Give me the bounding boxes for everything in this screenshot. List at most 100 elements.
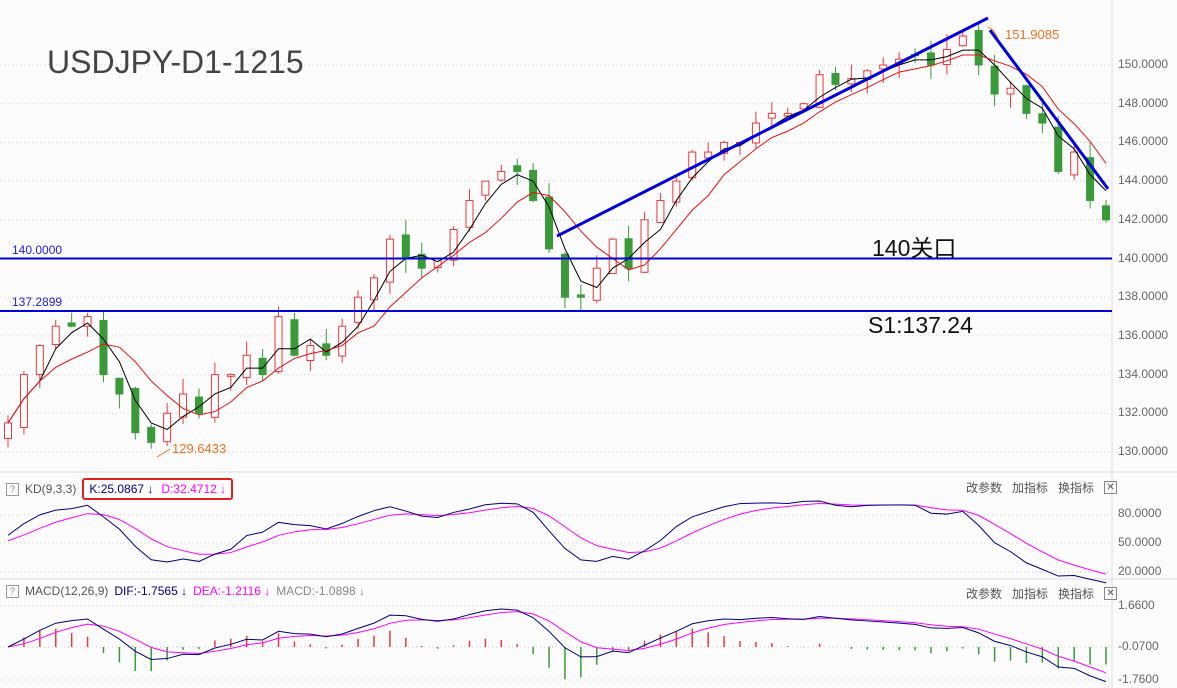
candle-body	[1022, 85, 1031, 114]
kd-tick: 80.0000	[1118, 506, 1162, 520]
candle-body	[67, 322, 76, 327]
candle-body	[1006, 87, 1015, 95]
kd-name: KD(9,3,3)	[25, 482, 77, 496]
macd-tools: 改参数 加指标 换指标 ✕	[966, 585, 1118, 602]
candle-body	[83, 316, 92, 327]
annotation-s1: S1:137.24	[868, 312, 973, 338]
kd-params-button[interactable]: 改参数	[966, 481, 1003, 495]
kd-tools: 改参数 加指标 换指标 ✕	[966, 479, 1118, 496]
high-marker-icon	[987, 26, 999, 39]
kd-tick: 20.0000	[1118, 564, 1162, 578]
macd-add-indicator-button[interactable]: 加指标	[1012, 587, 1049, 601]
candle-body	[576, 294, 585, 298]
high-label: 151.9085	[1005, 27, 1060, 42]
candle-body	[179, 393, 188, 418]
candle-body	[1086, 157, 1095, 201]
candle-body	[1070, 151, 1079, 176]
kd-d-line	[7, 502, 1107, 575]
candle-body	[592, 267, 601, 301]
price-tick: 150.0000	[1118, 57, 1169, 71]
candle-body	[226, 374, 235, 377]
price-tick: 138.0000	[1118, 289, 1169, 304]
candle-body	[417, 253, 426, 269]
macd-swap-indicator-button[interactable]: 换指标	[1058, 587, 1095, 601]
candle-body	[4, 422, 12, 439]
close-icon[interactable]: ✕	[1104, 481, 1118, 494]
price-tick: 140.0000	[1118, 250, 1169, 265]
candle-body	[767, 112, 776, 119]
arrow-down-icon: ↓	[264, 584, 271, 598]
macd-dif-value: DIF:-1.7565	[114, 584, 178, 598]
candle-body	[879, 64, 888, 70]
candle-body	[210, 374, 219, 418]
candle-body	[624, 238, 633, 269]
candle-body	[545, 196, 554, 250]
macd-tick: 1.6600	[1118, 598, 1155, 612]
candle-body	[529, 169, 538, 201]
candle-body	[290, 319, 299, 356]
close-icon[interactable]: ✕	[1104, 587, 1118, 600]
kd-tick: 50.0000	[1118, 535, 1162, 549]
kd-k-line	[7, 500, 1107, 584]
macd-tick: -1.7600	[1118, 672, 1159, 686]
candle-body	[115, 377, 124, 395]
candle-body	[1102, 205, 1110, 221]
candle-body	[449, 228, 458, 261]
candle-body	[35, 345, 44, 376]
price-tick: 132.0000	[1118, 405, 1169, 420]
macd-header: ? MACD(12,26,9) DIF:-1.7565 ↓ DEA:-1.211…	[6, 584, 365, 598]
help-icon[interactable]: ?	[6, 482, 19, 496]
candle-body	[497, 170, 506, 181]
candle-body	[560, 253, 569, 298]
price-tick: 148.0000	[1118, 95, 1169, 110]
help-icon[interactable]: ?	[6, 584, 19, 598]
price-tick: 144.0000	[1118, 173, 1169, 188]
macd-tick: -0.0700	[1118, 639, 1159, 653]
annotation-140: 140关口	[872, 235, 957, 261]
candle-body	[704, 151, 713, 159]
price-tick: 136.0000	[1118, 327, 1169, 342]
price-tick: 142.0000	[1118, 211, 1169, 226]
candle-body	[990, 65, 999, 95]
candle-body	[656, 199, 665, 223]
candle-body	[958, 35, 967, 47]
candle-body	[385, 238, 394, 283]
ma-long-line	[7, 54, 1107, 424]
macd-params-button[interactable]: 改参数	[966, 587, 1003, 601]
kd-add-indicator-button[interactable]: 加指标	[1012, 481, 1049, 495]
macd-dea-line	[7, 611, 1107, 674]
candle-body	[194, 396, 203, 414]
candle-body	[258, 357, 267, 376]
candle-body	[799, 103, 808, 110]
candle-body	[51, 325, 60, 346]
arrow-down-icon: ↓	[147, 482, 154, 496]
candle-body	[401, 234, 410, 260]
kd-values-box: K:25.0867 ↓ D:32.4712 ↓	[82, 478, 234, 500]
macd-dif-line	[7, 608, 1107, 683]
kd-header: ? KD(9,3,3) K:25.0867 ↓ D:32.4712 ↓	[6, 478, 234, 500]
price-tick: 134.0000	[1118, 366, 1169, 381]
low-marker-icon	[156, 448, 171, 458]
downtrend-line	[988, 29, 1110, 190]
candle-body	[354, 296, 363, 323]
candle-body	[974, 29, 983, 66]
kd-k-value: K:25.0867	[89, 482, 145, 496]
candle-body	[19, 374, 28, 428]
candle-body	[831, 73, 840, 85]
line-label-137: 137.2899	[12, 295, 63, 309]
candle-body	[99, 320, 108, 376]
macd-hist-value: MACD:-1.0898	[276, 584, 356, 598]
kd-swap-indicator-button[interactable]: 换指标	[1058, 481, 1095, 495]
candle-body	[147, 426, 156, 443]
candle-body	[815, 74, 824, 108]
chart-title: USDJPY-D1-1215	[47, 44, 304, 80]
price-tick: 146.0000	[1118, 134, 1169, 149]
macd-dea-value: DEA:-1.2116	[193, 584, 261, 598]
candle-body	[1054, 126, 1063, 172]
arrow-down-icon: ↓	[181, 584, 188, 598]
line-label-140: 140.0000	[12, 243, 63, 257]
uptrend-line	[556, 16, 989, 238]
candle-body	[481, 180, 490, 196]
candle-body	[513, 165, 522, 172]
